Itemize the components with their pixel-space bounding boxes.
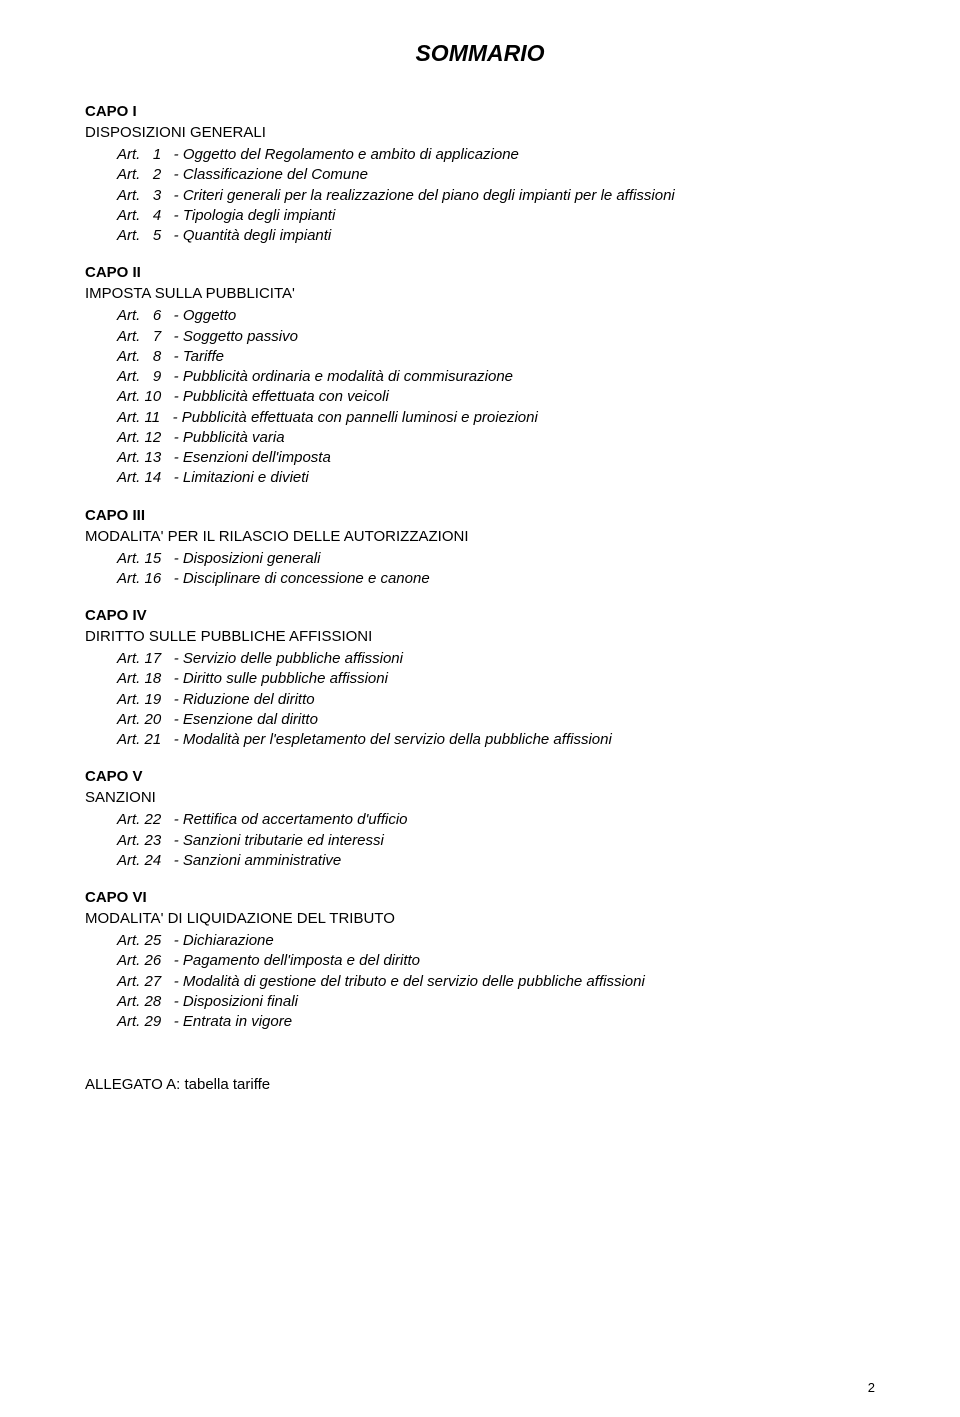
section-head-capo-iii: CAPO III (85, 507, 875, 524)
toc-item: Art. 3 - Criteri generali per la realizz… (117, 186, 875, 206)
toc-item: Art. 11 - Pubblicità effettuata con pann… (117, 408, 875, 428)
toc-item: Art. 2 - Classificazione del Comune (117, 165, 875, 185)
section-items-capo-vi: Art. 25 - Dichiarazione Art. 26 - Pagame… (85, 931, 875, 1032)
toc-item: Art. 24 - Sanzioni amministrative (117, 851, 875, 871)
toc-item: Art. 23 - Sanzioni tributarie ed interes… (117, 831, 875, 851)
section-sub-capo-v: SANZIONI (85, 789, 875, 806)
toc-item: Art. 12 - Pubblicità varia (117, 428, 875, 448)
section-items-capo-ii: Art. 6 - Oggetto Art. 7 - Soggetto passi… (85, 306, 875, 488)
section-sub-capo-ii: IMPOSTA SULLA PUBBLICITA' (85, 285, 875, 302)
toc-item: Art. 15 - Disposizioni generali (117, 549, 875, 569)
section-items-capo-iii: Art. 15 - Disposizioni generali Art. 16 … (85, 549, 875, 590)
section-head-capo-v: CAPO V (85, 768, 875, 785)
toc-item: Art. 26 - Pagamento dell'imposta e del d… (117, 951, 875, 971)
toc-item: Art. 13 - Esenzioni dell'imposta (117, 448, 875, 468)
toc-item: Art. 20 - Esenzione dal diritto (117, 710, 875, 730)
toc-item: Art. 18 - Diritto sulle pubbliche affiss… (117, 669, 875, 689)
section-items-capo-v: Art. 22 - Rettifica od accertamento d'uf… (85, 810, 875, 871)
toc-item: Art. 8 - Tariffe (117, 347, 875, 367)
section-head-capo-vi: CAPO VI (85, 889, 875, 906)
toc-item: Art. 25 - Dichiarazione (117, 931, 875, 951)
toc-item: Art. 4 - Tipologia degli impianti (117, 206, 875, 226)
section-sub-capo-vi: MODALITA' DI LIQUIDAZIONE DEL TRIBUTO (85, 910, 875, 927)
toc-item: Art. 29 - Entrata in vigore (117, 1012, 875, 1032)
page-number: 2 (868, 1380, 875, 1395)
toc-item: Art. 5 - Quantità degli impianti (117, 226, 875, 246)
toc-item: Art. 9 - Pubblicità ordinaria e modalità… (117, 367, 875, 387)
section-items-capo-i: Art. 1 - Oggetto del Regolamento e ambit… (85, 145, 875, 246)
document-title: SOMMARIO (85, 40, 875, 67)
toc-item: Art. 27 - Modalità di gestione del tribu… (117, 972, 875, 992)
section-items-capo-iv: Art. 17 - Servizio delle pubbliche affis… (85, 649, 875, 750)
section-head-capo-ii: CAPO II (85, 264, 875, 281)
section-sub-capo-iii: MODALITA' PER IL RILASCIO DELLE AUTORIZZ… (85, 528, 875, 545)
section-head-capo-i: CAPO I (85, 103, 875, 120)
toc-item: Art. 28 - Disposizioni finali (117, 992, 875, 1012)
toc-item: Art. 14 - Limitazioni e divieti (117, 468, 875, 488)
toc-item: Art. 21 - Modalità per l'espletamento de… (117, 730, 875, 750)
toc-item: Art. 16 - Disciplinare di concessione e … (117, 569, 875, 589)
toc-item: Art. 19 - Riduzione del diritto (117, 690, 875, 710)
toc-item: Art. 1 - Oggetto del Regolamento e ambit… (117, 145, 875, 165)
toc-item: Art. 22 - Rettifica od accertamento d'uf… (117, 810, 875, 830)
page: SOMMARIO CAPO I DISPOSIZIONI GENERALI Ar… (0, 0, 960, 1417)
allegato-line: ALLEGATO A: tabella tariffe (85, 1076, 875, 1093)
section-sub-capo-iv: DIRITTO SULLE PUBBLICHE AFFISSIONI (85, 628, 875, 645)
section-sub-capo-i: DISPOSIZIONI GENERALI (85, 124, 875, 141)
section-head-capo-iv: CAPO IV (85, 607, 875, 624)
toc-item: Art. 10 - Pubblicità effettuata con veic… (117, 387, 875, 407)
toc-item: Art. 7 - Soggetto passivo (117, 327, 875, 347)
toc-item: Art. 6 - Oggetto (117, 306, 875, 326)
toc-item: Art. 17 - Servizio delle pubbliche affis… (117, 649, 875, 669)
